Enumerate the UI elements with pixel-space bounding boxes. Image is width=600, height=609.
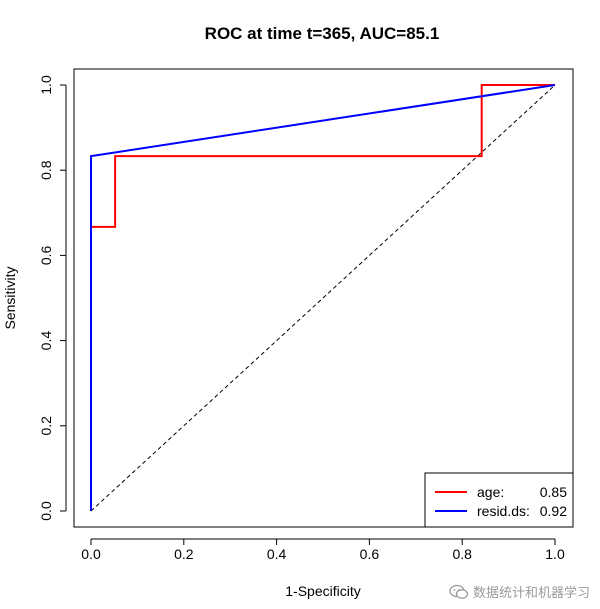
reference-diagonal	[90, 84, 556, 512]
legend-value: 0.85	[540, 484, 567, 500]
watermark: 数据统计和机器学习	[449, 582, 590, 601]
x-tick-label: 0.0	[81, 546, 101, 562]
y-tick-label: 0.8	[38, 160, 54, 180]
x-tick-label: 1.0	[545, 546, 565, 562]
y-tick-label: 0.6	[38, 245, 54, 265]
x-tick-label: 0.8	[452, 546, 472, 562]
legend-label: age:	[477, 484, 504, 500]
wechat-icon	[449, 584, 469, 599]
legend: age: 0.85 resid.ds: 0.92	[424, 472, 574, 528]
chart-title: ROC at time t=365, AUC=85.1	[205, 24, 440, 43]
y-tick-label: 0.4	[38, 331, 54, 351]
x-tick-label: 0.2	[174, 546, 194, 562]
plot-frame	[73, 68, 574, 528]
legend-box	[424, 472, 574, 528]
y-axis-label: Sensitivity	[2, 266, 18, 329]
y-tick-label: 0.0	[38, 501, 54, 521]
watermark-text: 数据统计和机器学习	[472, 586, 590, 601]
series-line-resid-ds	[90, 84, 556, 511]
x-axis-label: 1-Specificity	[285, 583, 360, 599]
x-tick-label: 0.6	[360, 546, 380, 562]
legend-label: resid.ds:	[477, 503, 530, 519]
y-tick-label: 0.2	[38, 416, 54, 436]
y-tick-label: 1.0	[38, 75, 54, 95]
x-tick-label: 0.4	[267, 546, 287, 562]
legend-value: 0.92	[540, 503, 567, 519]
